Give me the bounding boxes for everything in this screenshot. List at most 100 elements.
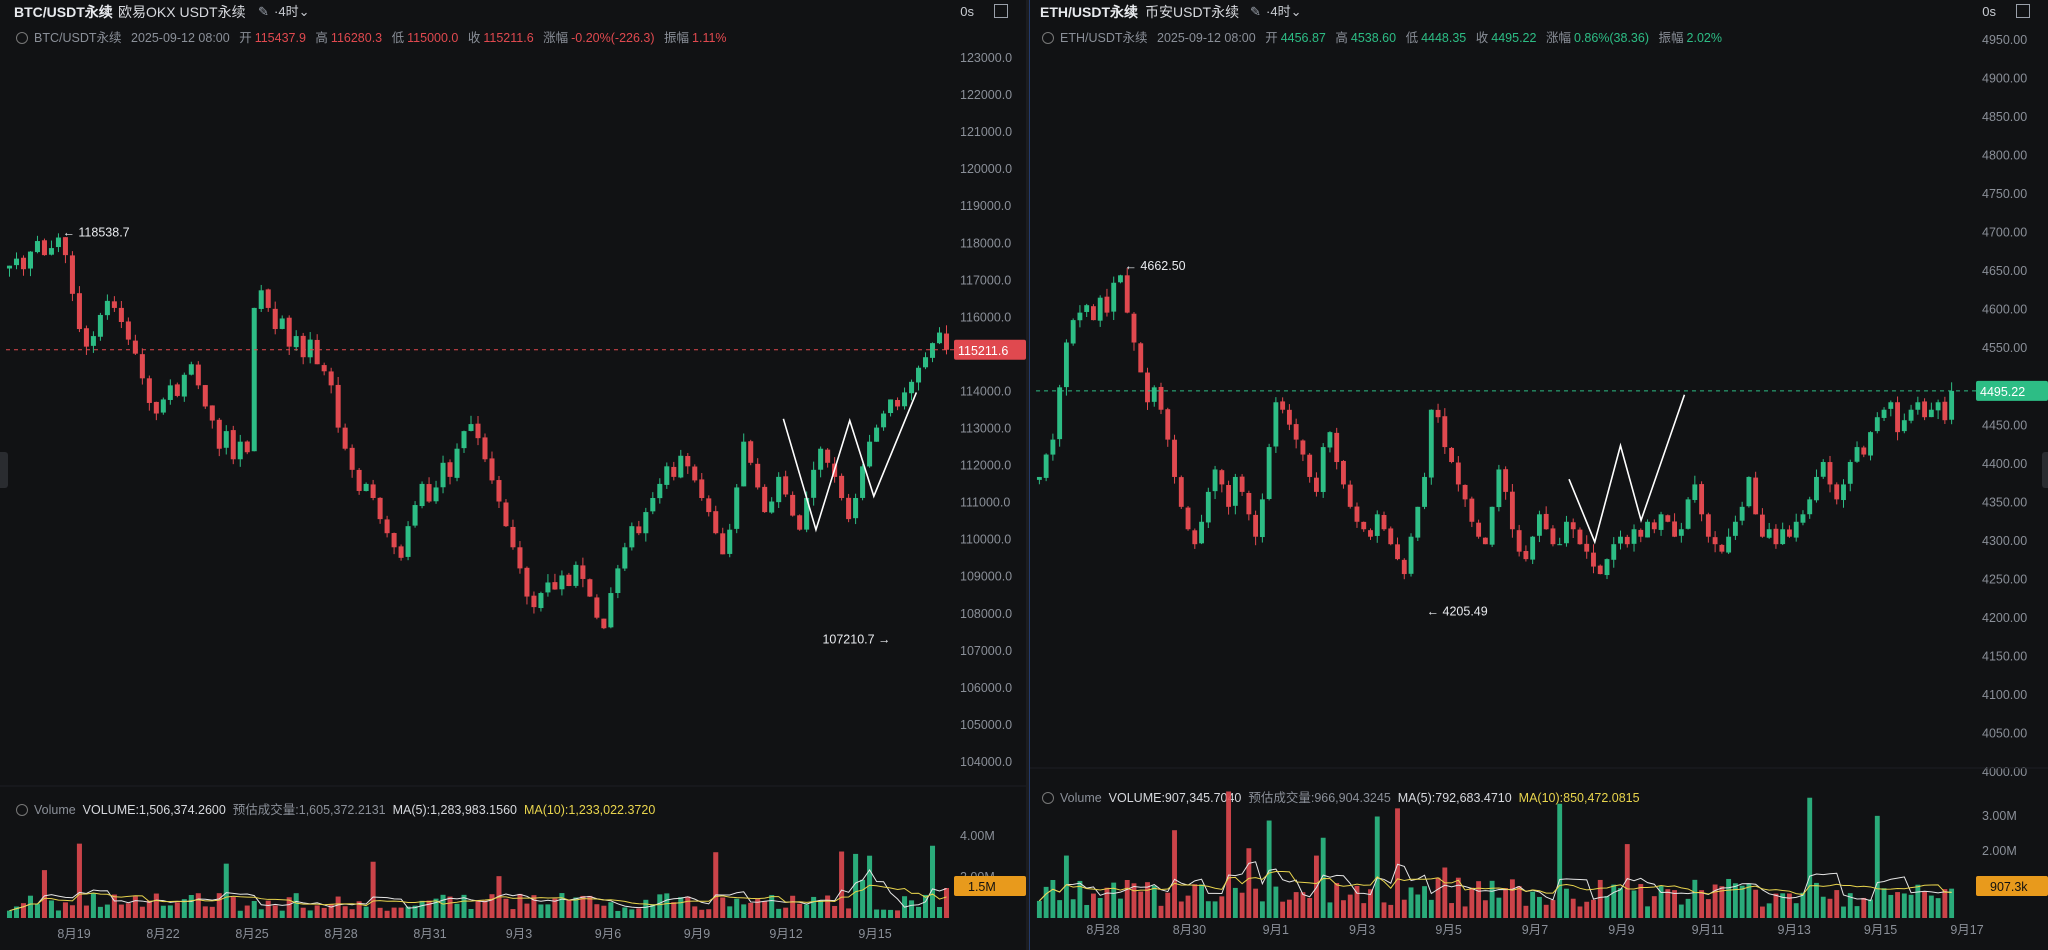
price-tick-label: 4900.00 — [1982, 72, 2027, 86]
volume-ma10-line — [9, 884, 947, 912]
candle-body — [1503, 469, 1509, 492]
candle-body — [1536, 514, 1542, 536]
eye-icon[interactable] — [16, 804, 28, 816]
volume-bar — [1543, 904, 1549, 918]
candle-body — [629, 526, 635, 548]
volume-bar — [174, 902, 180, 918]
date-tick-label: 9月1 — [1263, 923, 1289, 937]
volume-bar — [55, 910, 61, 918]
volume-bar — [594, 904, 600, 918]
date-tick-label: 9月9 — [1608, 923, 1634, 937]
price-tick-label: 104000.0 — [960, 755, 1012, 769]
candle-body — [1205, 491, 1211, 523]
price-tick-label: 4400.00 — [1982, 457, 2027, 471]
eye-icon[interactable] — [1042, 792, 1054, 804]
volume-bar — [1300, 892, 1306, 918]
volume-bar — [538, 904, 544, 918]
candle-body — [1104, 296, 1110, 313]
eye-icon[interactable] — [16, 32, 28, 44]
panel-divider-line — [1029, 0, 1030, 950]
volume-bar — [1726, 878, 1732, 918]
volume-bar — [97, 906, 103, 918]
ohlc-legend: ETH/USDT永续 2025-09-12 08:00 开 4456.87 高 45… — [1042, 28, 1722, 48]
volume-bar — [1449, 903, 1455, 918]
candle-body — [1178, 477, 1184, 507]
volume-value: VOLUME:907,345.7040 — [1108, 791, 1242, 805]
candle-body — [874, 427, 880, 442]
fullscreen-icon[interactable] — [994, 4, 1008, 18]
right-toolbar-handle[interactable] — [2042, 452, 2048, 488]
candle-body — [405, 526, 411, 557]
volume-bar — [943, 888, 950, 918]
volume-bar — [1509, 879, 1515, 918]
volume-bar — [307, 910, 313, 918]
candle-body — [1841, 484, 1846, 501]
candle-body — [237, 441, 243, 460]
candle-body — [286, 317, 292, 347]
volume-bar — [272, 905, 278, 918]
eye-icon[interactable] — [1042, 32, 1054, 44]
volume-bar — [1097, 897, 1103, 918]
fullscreen-icon[interactable] — [2016, 4, 2030, 18]
candle-body — [1246, 492, 1252, 515]
volume-bar — [608, 902, 614, 918]
eth-chart-panel[interactable]: ETH/USDT永续 币安USDT永续 ✎ ·4时⌄ 0s ETH/USDT永续… — [1030, 0, 2048, 950]
volume-bar — [1131, 883, 1137, 918]
candle-body — [1726, 536, 1732, 553]
volume-bar — [1570, 898, 1576, 918]
symbol-title[interactable]: BTC/USDT永续 — [14, 4, 113, 20]
timeframe-selector[interactable]: ·4时⌄ — [1266, 4, 1302, 19]
panel-divider[interactable] — [1026, 0, 1030, 950]
volume-bar — [1732, 883, 1738, 918]
candle-body — [657, 483, 663, 499]
volume-bar — [1341, 900, 1346, 918]
volume-bar — [1145, 882, 1150, 918]
candle-body — [440, 462, 446, 488]
candle-body — [685, 456, 691, 467]
volume-bar — [1611, 884, 1617, 918]
volume-bar — [1151, 885, 1157, 918]
date-tick-label: 9月15 — [1864, 923, 1897, 937]
candle-body — [706, 498, 712, 513]
candle-body — [335, 384, 341, 428]
candle-body — [1516, 530, 1522, 552]
volume-bar — [62, 902, 68, 918]
candle-body — [1043, 454, 1049, 478]
volume-bar — [482, 900, 488, 918]
edit-icon[interactable]: ✎ — [1250, 4, 1261, 19]
candle-body — [930, 343, 936, 358]
candle-body — [1320, 447, 1326, 492]
candle-body — [608, 593, 614, 628]
candle-body — [1874, 417, 1880, 432]
candle-body — [1435, 409, 1441, 418]
edit-icon[interactable]: ✎ — [258, 4, 269, 19]
volume-bar — [69, 905, 75, 918]
btc-chart-panel[interactable]: BTC/USDT永续 欧易OKX USDT永续 ✎ ·4时⌄ 0s BTC/US… — [0, 0, 1026, 950]
candle-body — [818, 448, 824, 470]
amplitude-label: 振幅 — [664, 31, 690, 45]
candle-body — [1827, 462, 1833, 485]
candle-body — [293, 336, 299, 348]
candle-body — [482, 437, 488, 460]
candle-body — [412, 505, 418, 526]
candle-body — [209, 405, 215, 421]
volume-bar — [790, 895, 796, 918]
volume-ma5-line — [1039, 861, 1952, 902]
symbol-title[interactable]: ETH/USDT永续 — [1040, 4, 1138, 20]
candle-body — [1699, 484, 1705, 515]
candle-body — [314, 339, 320, 365]
price-tick-label: 4200.00 — [1982, 611, 2027, 625]
volume-bar — [279, 910, 285, 918]
volume-bar — [188, 894, 194, 918]
volume-bar — [580, 895, 586, 918]
price-tick-label: 4050.00 — [1982, 726, 2027, 740]
volume-bar — [1205, 901, 1211, 918]
eth-header: ETH/USDT永续 币安USDT永续 ✎ ·4时⌄ 0s — [1030, 0, 2048, 24]
eth-candlestick-chart[interactable]: 4950.00 4900.00 4850.00 4800.00 4750.00 4700.… — [1030, 0, 2048, 950]
btc-candlestick-chart[interactable]: 123000.0 122000.0 121000.0 120000.0 119000.0… — [0, 0, 1026, 950]
drawing-toolbar-handle[interactable] — [0, 452, 8, 488]
timeframe-selector[interactable]: ·4时⌄ — [274, 4, 310, 19]
low-value: 115000.0 — [407, 31, 459, 45]
volume-bar — [811, 896, 817, 918]
candle-body — [615, 568, 621, 594]
